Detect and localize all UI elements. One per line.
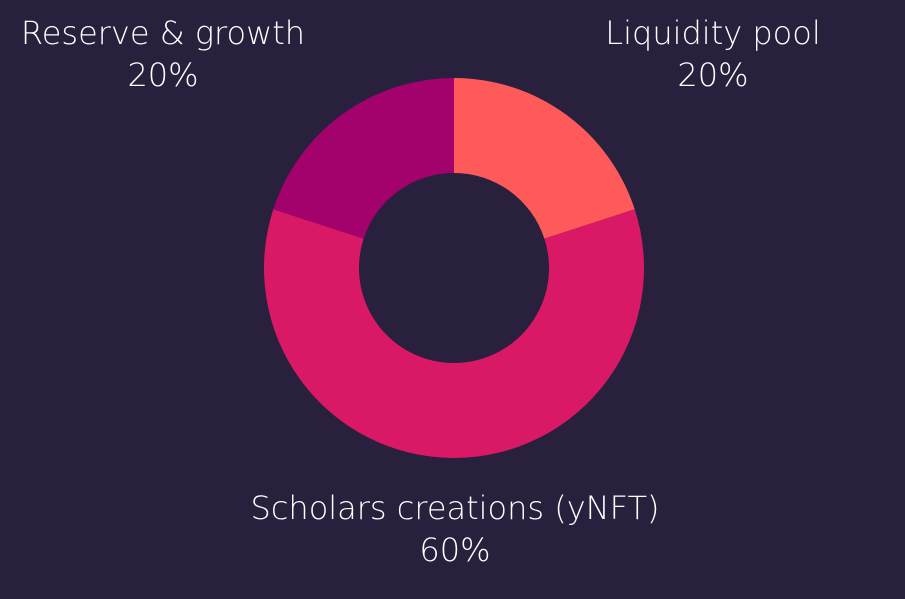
slice-value-liquidity-pool: 20%	[677, 56, 749, 94]
slice-label-scholars-creations: Scholars creations (yNFT) 60%	[251, 487, 660, 571]
slice-label-liquidity-pool: Liquidity pool 20%	[605, 12, 820, 96]
slice-label-reserve-growth: Reserve & growth 20%	[21, 12, 305, 96]
slice-value-scholars-creations: 60%	[419, 531, 491, 569]
slice-scholars-creations	[264, 209, 644, 458]
slice-reserve-growth	[273, 78, 454, 239]
slice-value-reserve-growth: 20%	[127, 56, 199, 94]
slice-liquidity-pool	[454, 78, 635, 239]
slice-name-scholars-creations: Scholars creations (yNFT)	[250, 489, 660, 527]
slice-name-liquidity-pool: Liquidity pool	[605, 14, 821, 52]
slice-name-reserve-growth: Reserve & growth	[20, 14, 306, 52]
